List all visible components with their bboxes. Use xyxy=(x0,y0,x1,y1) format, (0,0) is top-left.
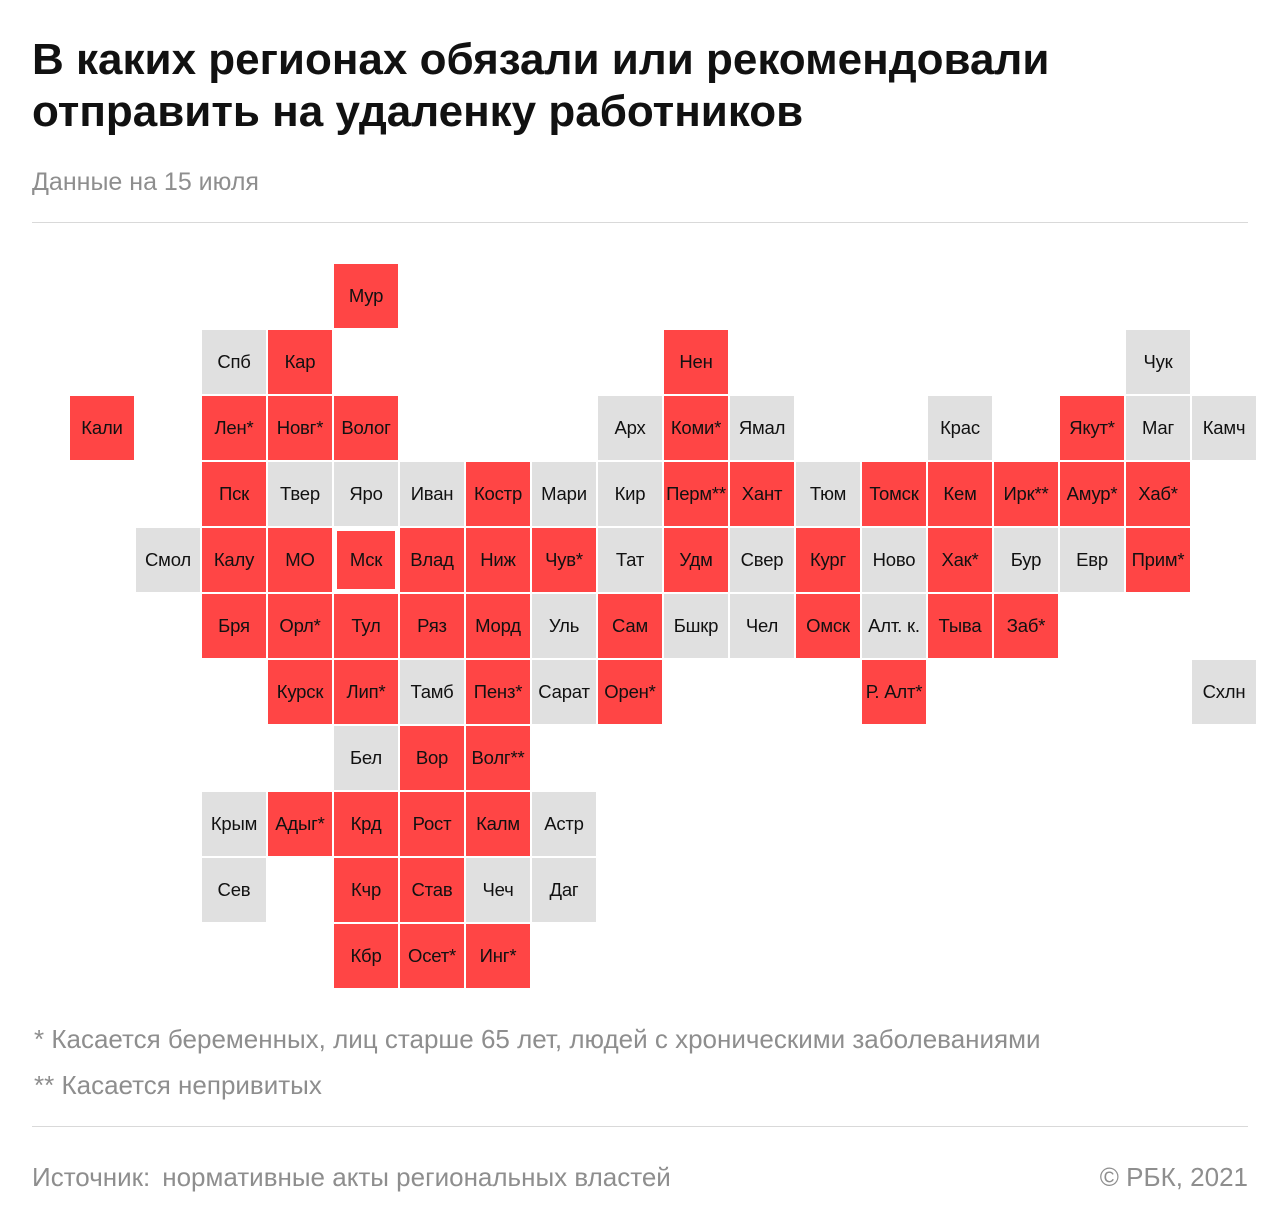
region-tile: Омск xyxy=(796,594,860,658)
region-tile: Ниж xyxy=(466,528,530,592)
region-tile: Ямал xyxy=(730,396,794,460)
region-tile: Лен* xyxy=(202,396,266,460)
region-tile: Сарат xyxy=(532,660,596,724)
region-tile: Кем xyxy=(928,462,992,526)
region-tile: Чув* xyxy=(532,528,596,592)
region-tile: Курск xyxy=(268,660,332,724)
region-tile: Алт. к. xyxy=(862,594,926,658)
footnote-single-asterisk: * Касается беременных, лиц старше 65 лет… xyxy=(34,1024,1041,1054)
region-tile: Смол xyxy=(136,528,200,592)
region-tile: Влад xyxy=(400,528,464,592)
region-tile: Инг* xyxy=(466,924,530,988)
region-tile: Нен xyxy=(664,330,728,394)
region-tile: Крд xyxy=(334,792,398,856)
source-label: Источник: xyxy=(32,1162,151,1192)
region-tile: Кчр xyxy=(334,858,398,922)
region-tile: Чук xyxy=(1126,330,1190,394)
region-tile: Кург xyxy=(796,528,860,592)
region-tile: Мари xyxy=(532,462,596,526)
region-tile: Твер xyxy=(268,462,332,526)
region-tile: Вор xyxy=(400,726,464,790)
footnote-double-asterisk: ** Касается непривитых xyxy=(34,1070,322,1100)
region-tile: Бшкр xyxy=(664,594,728,658)
region-tile: Осет* xyxy=(400,924,464,988)
region-tile: Схлн xyxy=(1192,660,1256,724)
region-tile: Томск xyxy=(862,462,926,526)
region-tile: Евр xyxy=(1060,528,1124,592)
region-tile: Прим* xyxy=(1126,528,1190,592)
region-tile: Арх xyxy=(598,396,662,460)
copyright: © РБК, 2021 xyxy=(1099,1162,1248,1192)
region-tile: Бур xyxy=(994,528,1058,592)
region-tile: Р. Алт* xyxy=(862,660,926,724)
region-tile: Хант xyxy=(730,462,794,526)
region-tile: Орен* xyxy=(598,660,662,724)
region-tile: Спб xyxy=(202,330,266,394)
page-title: В каких регионах обязали или рекомендова… xyxy=(32,34,1232,138)
region-tile: Тат xyxy=(598,528,662,592)
region-tile: Новг* xyxy=(268,396,332,460)
region-tile: Мур xyxy=(334,264,398,328)
region-tile: Бря xyxy=(202,594,266,658)
region-tile: Кали xyxy=(70,396,134,460)
region-tile: Маг xyxy=(1126,396,1190,460)
source-text: нормативные акты региональных властей xyxy=(162,1162,671,1192)
region-tile: Тюм xyxy=(796,462,860,526)
region-tile: Ново xyxy=(862,528,926,592)
region-tile: Калм xyxy=(466,792,530,856)
region-tile: Став xyxy=(400,858,464,922)
region-tile: Тамб xyxy=(400,660,464,724)
region-tile: Крас xyxy=(928,396,992,460)
region-tile: Хаб* xyxy=(1126,462,1190,526)
region-tile: Сам xyxy=(598,594,662,658)
region-tile: Ряз xyxy=(400,594,464,658)
region-tile: Якут* xyxy=(1060,396,1124,460)
region-tile: Свер xyxy=(730,528,794,592)
region-tile: Волг** xyxy=(466,726,530,790)
region-tile: Кбр xyxy=(334,924,398,988)
region-tile: Морд xyxy=(466,594,530,658)
region-tile: Волог xyxy=(334,396,398,460)
region-tile: Уль xyxy=(532,594,596,658)
top-divider xyxy=(32,222,1248,223)
region-tile: Ирк** xyxy=(994,462,1058,526)
region-tile: Пенз* xyxy=(466,660,530,724)
region-tile: Лип* xyxy=(334,660,398,724)
source-line: Источник: нормативные акты региональных в… xyxy=(32,1162,671,1193)
region-tile: Коми* xyxy=(664,396,728,460)
title-line-2: отправить на удаленку работников xyxy=(32,87,804,136)
region-tile: Яро xyxy=(334,462,398,526)
region-tile: Удм xyxy=(664,528,728,592)
region-tile: Перм** xyxy=(664,462,728,526)
title-line-1: В каких регионах обязали или рекомендова… xyxy=(32,35,1050,84)
region-tile: Мск xyxy=(334,528,398,592)
region-tile: Адыг* xyxy=(268,792,332,856)
region-tile: Пск xyxy=(202,462,266,526)
region-tile: Чеч xyxy=(466,858,530,922)
region-tile: Орл* xyxy=(268,594,332,658)
bottom-divider xyxy=(32,1126,1248,1127)
region-tile: Астр xyxy=(532,792,596,856)
region-tile: Заб* xyxy=(994,594,1058,658)
region-tile: Крым xyxy=(202,792,266,856)
region-tile: Хак* xyxy=(928,528,992,592)
region-tile: Сев xyxy=(202,858,266,922)
region-tile: Чел xyxy=(730,594,794,658)
region-tile: Тул xyxy=(334,594,398,658)
region-tile: Калу xyxy=(202,528,266,592)
region-tile: Тыва xyxy=(928,594,992,658)
region-tile: Амур* xyxy=(1060,462,1124,526)
region-tile: Бел xyxy=(334,726,398,790)
region-tile: Рост xyxy=(400,792,464,856)
region-tile: Иван xyxy=(400,462,464,526)
region-tile: Кар xyxy=(268,330,332,394)
region-tile: Камч xyxy=(1192,396,1256,460)
region-tile: Кир xyxy=(598,462,662,526)
region-tile: Даг xyxy=(532,858,596,922)
region-tile: МО xyxy=(268,528,332,592)
region-tile: Костр xyxy=(466,462,530,526)
subtitle-date: Данные на 15 июля xyxy=(32,168,259,196)
